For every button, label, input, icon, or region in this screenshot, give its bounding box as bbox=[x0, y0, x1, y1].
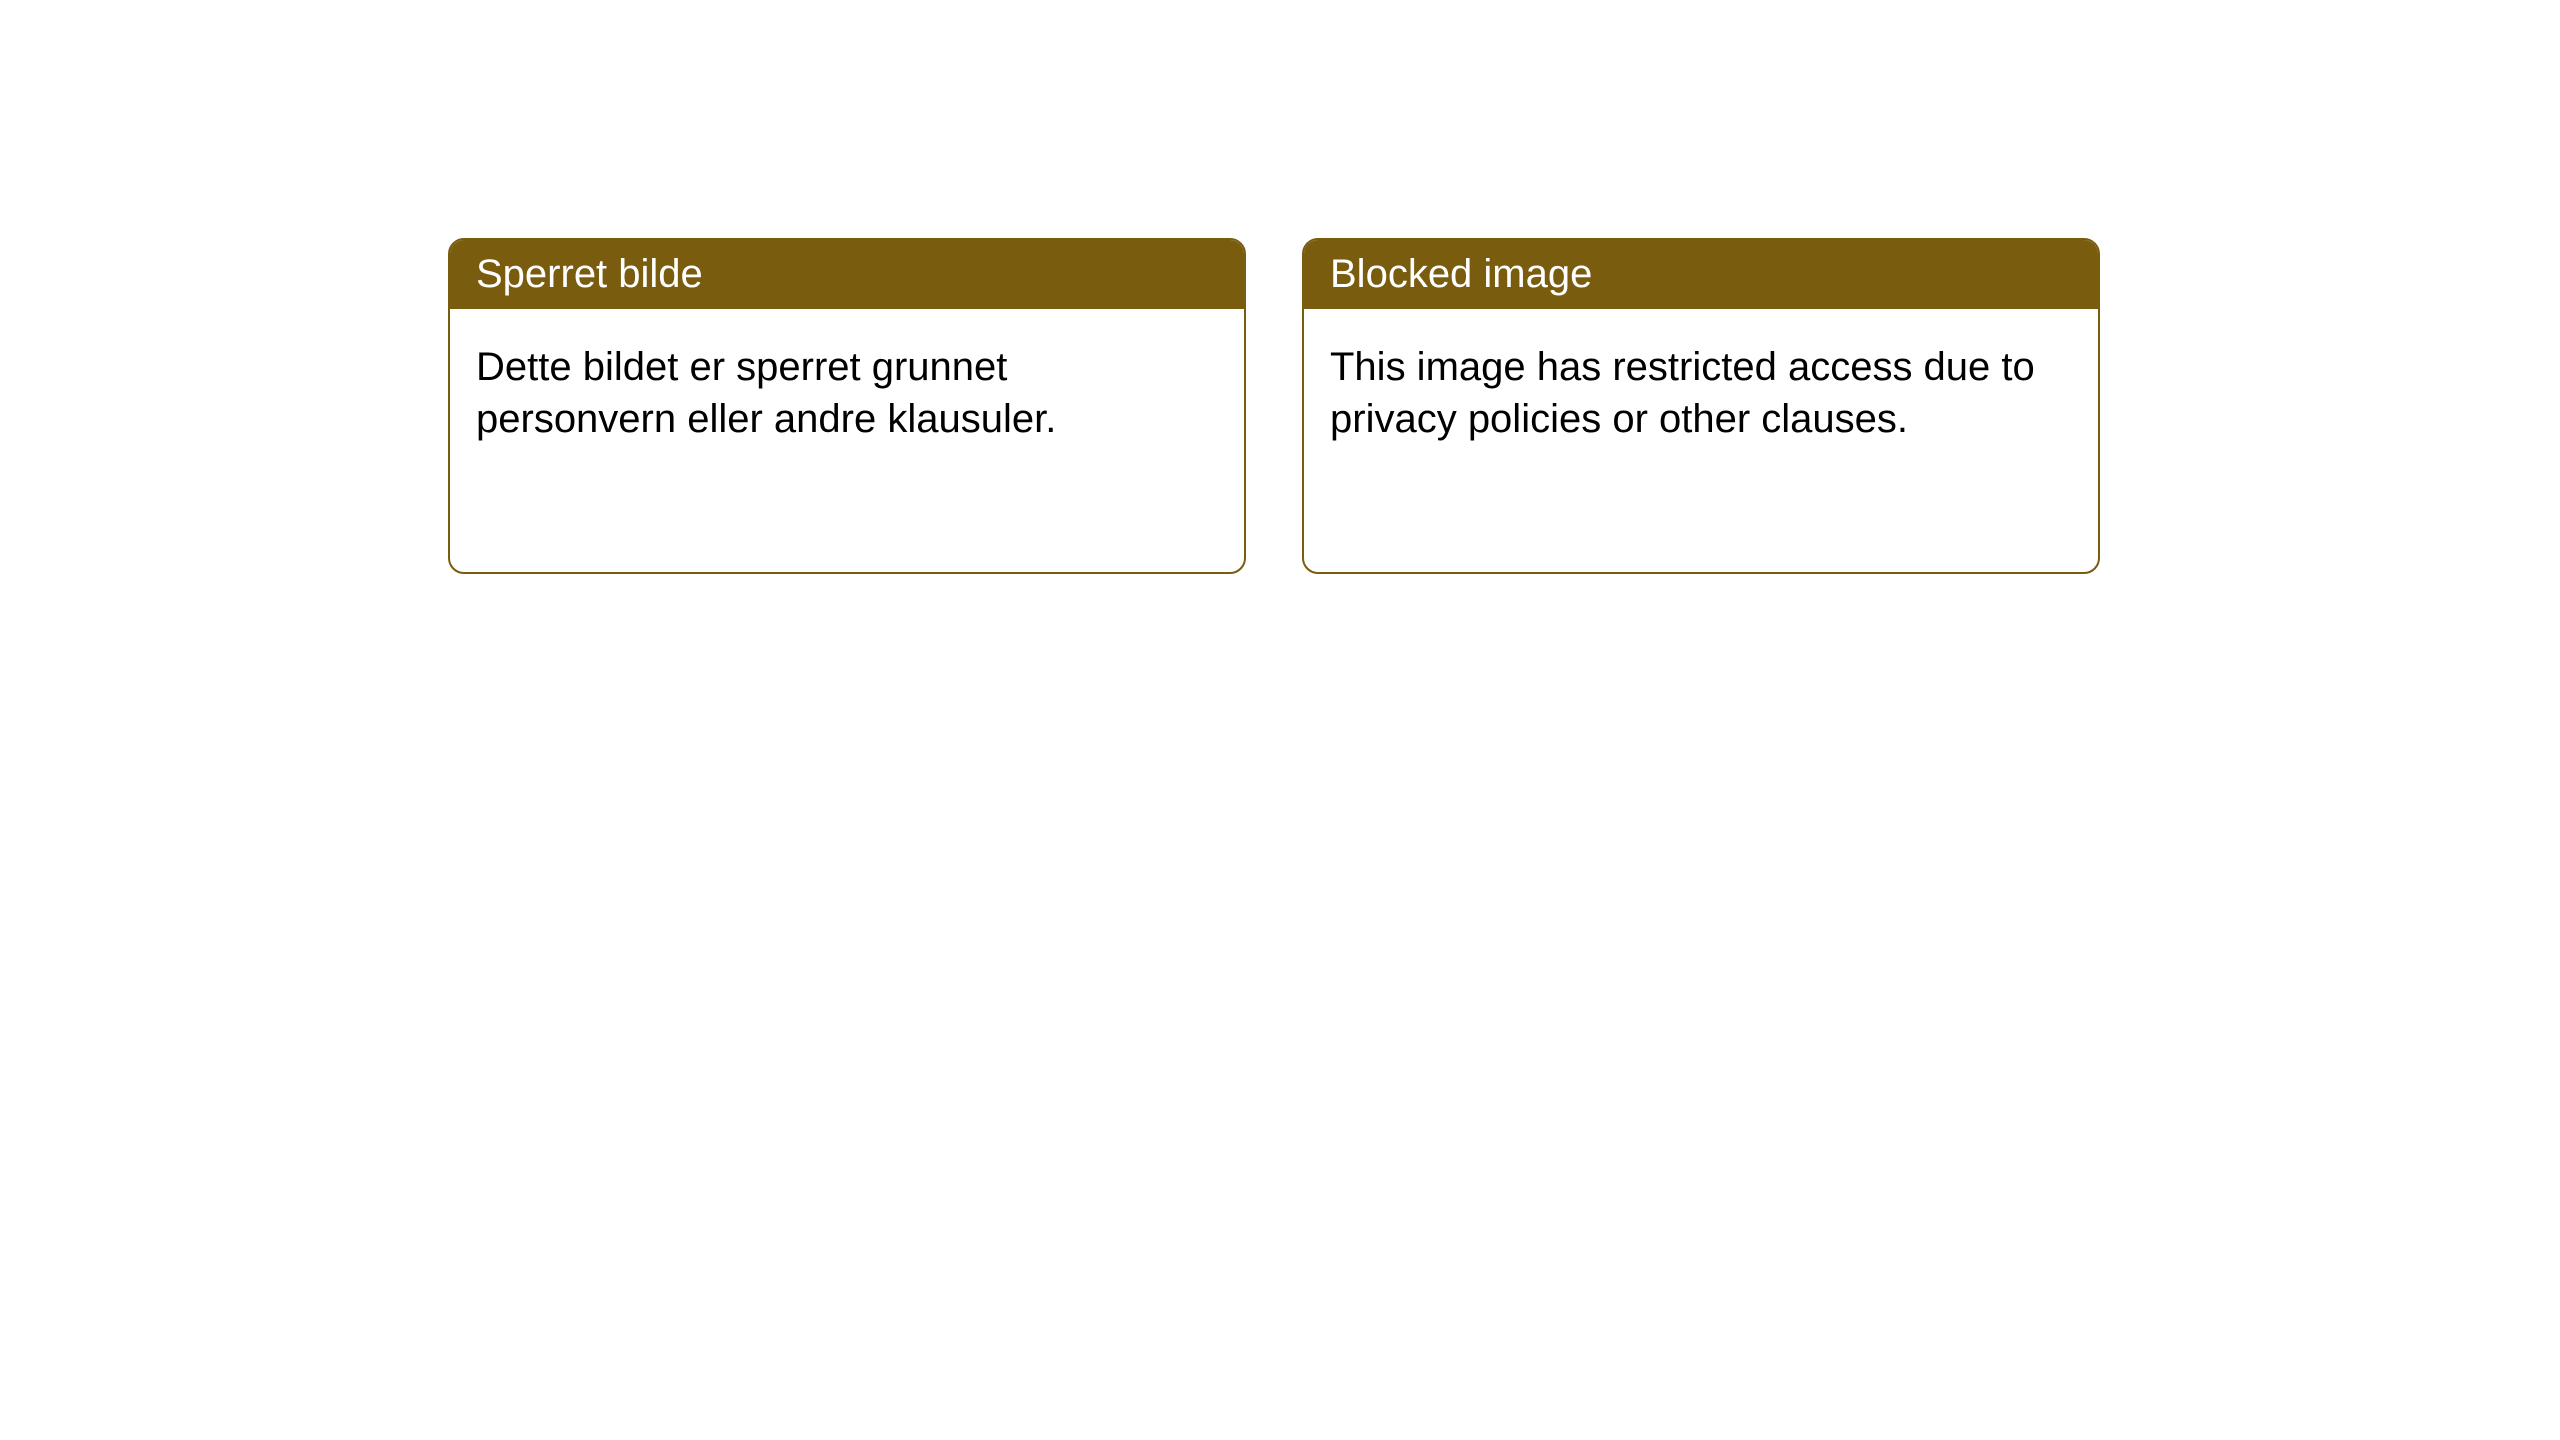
cards-container: Sperret bilde Dette bildet er sperret gr… bbox=[448, 238, 2100, 574]
card-title-en: Blocked image bbox=[1304, 240, 2098, 309]
card-title-no: Sperret bilde bbox=[450, 240, 1244, 309]
blocked-image-card-no: Sperret bilde Dette bildet er sperret gr… bbox=[448, 238, 1246, 574]
card-body-en: This image has restricted access due to … bbox=[1304, 309, 2098, 477]
blocked-image-card-en: Blocked image This image has restricted … bbox=[1302, 238, 2100, 574]
card-body-no: Dette bildet er sperret grunnet personve… bbox=[450, 309, 1244, 477]
